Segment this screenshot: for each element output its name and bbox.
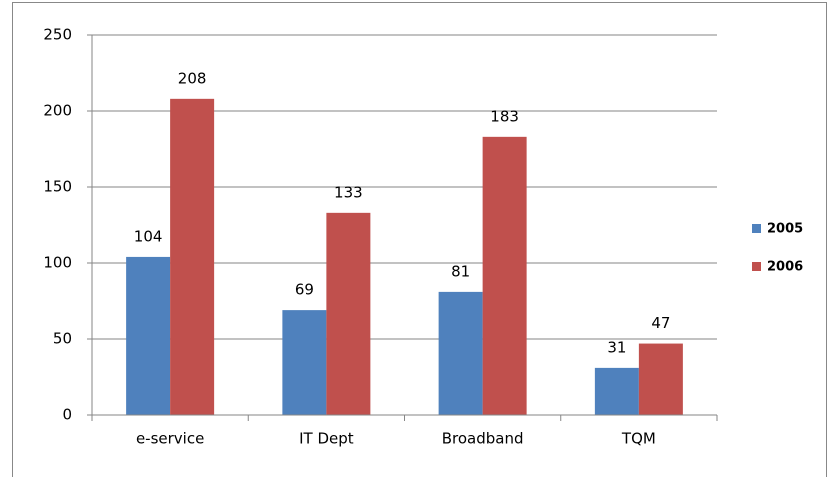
bar bbox=[282, 310, 327, 415]
value-label: 69 bbox=[295, 281, 314, 299]
x-tick-label: TQM bbox=[621, 430, 656, 448]
value-label: 31 bbox=[607, 338, 626, 356]
y-tick-label: 250 bbox=[43, 26, 72, 44]
y-tick-label: 150 bbox=[43, 178, 72, 196]
x-tick-label: Broadband bbox=[442, 430, 524, 448]
bar bbox=[482, 136, 527, 415]
y-tick-label: 50 bbox=[53, 330, 72, 348]
value-label: 183 bbox=[490, 107, 519, 125]
legend-swatch bbox=[752, 224, 761, 233]
value-label: 133 bbox=[334, 183, 363, 201]
value-label: 81 bbox=[451, 262, 470, 280]
bar bbox=[126, 256, 171, 415]
bar bbox=[594, 367, 639, 415]
bar bbox=[438, 291, 483, 415]
bar bbox=[638, 343, 683, 415]
y-tick-label: 100 bbox=[43, 254, 72, 272]
bar bbox=[326, 212, 371, 415]
bar bbox=[170, 98, 215, 415]
value-label: 47 bbox=[651, 314, 670, 332]
value-label: 208 bbox=[178, 69, 207, 87]
x-tick-label: e-service bbox=[136, 430, 204, 448]
legend-swatch bbox=[752, 262, 761, 271]
legend-label: 2006 bbox=[767, 260, 803, 275]
x-tick-label: IT Dept bbox=[299, 430, 354, 448]
y-tick-label: 200 bbox=[43, 102, 72, 120]
value-label: 104 bbox=[134, 227, 163, 245]
y-tick-label: 0 bbox=[62, 406, 72, 424]
legend-label: 2005 bbox=[767, 222, 803, 237]
